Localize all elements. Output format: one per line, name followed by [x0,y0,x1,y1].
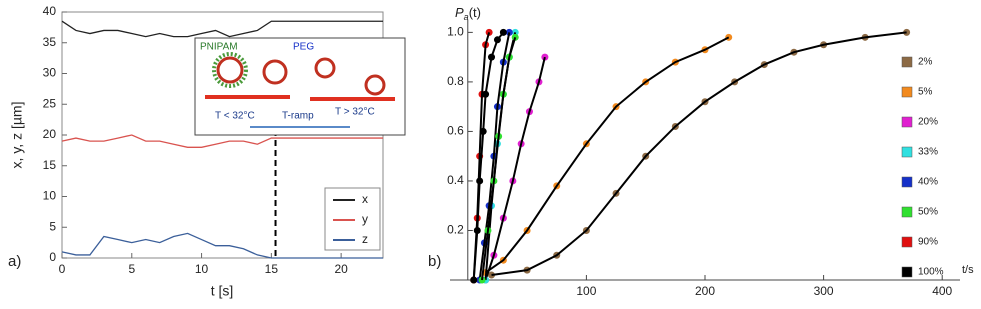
x-tick-label: 5 [128,262,135,276]
panel-label: b) [428,253,441,270]
y-tick-label: 35 [43,35,57,49]
fit-line [472,31,505,281]
legend-label: z [362,232,368,246]
inset-label: PEG [293,42,314,53]
y-tick-label: 40 [43,4,57,18]
particle [216,56,244,84]
fit-line [484,56,546,281]
legend-label: 2% [918,57,933,68]
legend-swatch [901,176,913,188]
y-tick-label: 0 [49,250,56,264]
y-tick-label: 0.8 [447,74,464,88]
legend-swatch [901,236,913,248]
y-tick-label: 25 [43,96,57,110]
particle [314,57,336,79]
x-tick-label: 0 [59,262,66,276]
y-tick-label: 1.0 [447,25,464,39]
shell [212,52,248,88]
inset-label: T < 32°C [215,111,255,122]
plot-b: 0.2 0.4 0.6 0.8 1.0 100 200 300 400 2% 5% 20% 33% 40%… [447,20,960,298]
y-axis-title: x, y, z [µm] [9,102,25,169]
legend-swatch [901,266,913,278]
fit-line [478,32,511,281]
legend-swatch [901,146,913,158]
y-tick-label: 15 [43,158,57,172]
x-tick-label: 100 [576,284,596,298]
y-axis-title: Pa(t) [455,5,481,22]
legend-label: 33% [918,147,938,158]
inset-label: T > 32°C [335,107,375,118]
fit-line [491,31,907,277]
y-tick-label: 20 [43,127,57,141]
legend-swatch [901,56,913,68]
x-axis-title: t/s [962,264,974,276]
data-line [61,232,383,259]
y-tick-label: 30 [43,66,57,80]
x-tick-label: 400 [932,284,952,298]
legend-label: y [362,212,368,226]
substrate [310,97,395,101]
legend-box [324,187,381,251]
x-tick-label: 200 [695,284,715,298]
x-axis-title: t [s] [211,283,234,299]
legend-label: 100% [918,267,944,278]
y-tick-label: 0.2 [447,223,464,237]
particle [262,59,288,85]
data-line [61,134,383,148]
y-tick-label: 5 [49,219,56,233]
legend-label: 20% [918,117,938,128]
fit-line [485,36,730,274]
legend-swatch [901,206,913,218]
data-line [61,20,383,38]
y-tick-label: 0.6 [447,124,464,138]
x-tick-label: 300 [814,284,834,298]
data-point [505,28,513,36]
x-tick-label: 10 [195,262,209,276]
legend-label: x [362,192,368,206]
substrate [205,95,290,99]
legend-swatch [901,86,913,98]
x-tick-label: 15 [265,262,279,276]
legend-label: 5% [918,87,933,98]
legend-label: 50% [918,207,938,218]
legend-label: 90% [918,237,938,248]
inset-label: PNIPAM [200,42,238,53]
x-tick-label: 20 [334,262,348,276]
particle [364,74,386,96]
inset-label: T-ramp [282,111,314,122]
inset: PNIPAM PEG T < 32°C T-ramp T > 32°C [194,37,406,136]
y-tick-label: 10 [43,189,57,203]
legend-label: 40% [918,177,938,188]
panel-label: a) [8,253,21,270]
fit-line [481,37,517,281]
y-tick-label: 0.4 [447,173,464,187]
legend-swatch [901,116,913,128]
